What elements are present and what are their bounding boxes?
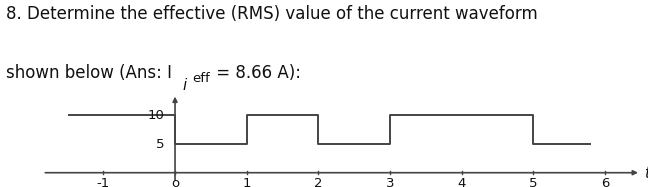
Text: 5: 5 (529, 177, 538, 187)
Text: 2: 2 (314, 177, 323, 187)
Text: = 8.66 A):: = 8.66 A): (211, 64, 301, 82)
Text: 6: 6 (601, 177, 609, 187)
Text: shown below (Ans: I: shown below (Ans: I (6, 64, 172, 82)
Text: $t$: $t$ (644, 165, 648, 181)
Text: o: o (171, 177, 179, 187)
Text: 5: 5 (156, 138, 165, 151)
Text: 4: 4 (457, 177, 466, 187)
Text: 1: 1 (242, 177, 251, 187)
Text: $i$: $i$ (182, 77, 189, 93)
Text: 3: 3 (386, 177, 394, 187)
Text: 10: 10 (147, 109, 165, 122)
Text: 8. Determine the effective (RMS) value of the current waveform: 8. Determine the effective (RMS) value o… (6, 5, 538, 23)
Text: eff: eff (192, 72, 210, 85)
Text: -1: -1 (97, 177, 110, 187)
